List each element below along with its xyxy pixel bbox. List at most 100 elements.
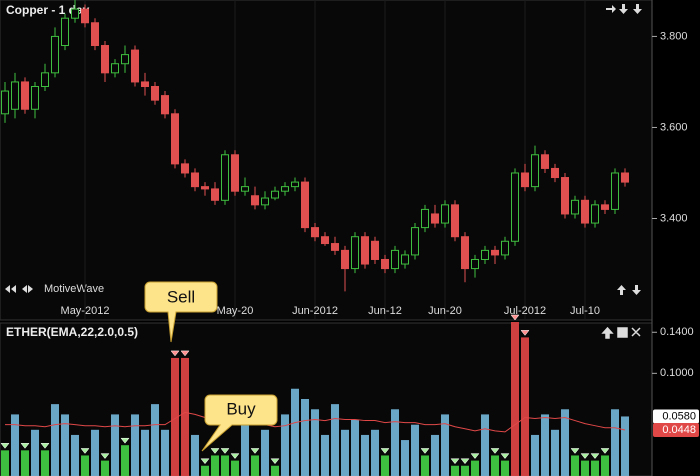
histogram-bar <box>311 409 319 476</box>
histogram-bar <box>281 414 289 476</box>
panel-control[interactable] <box>601 326 641 339</box>
histogram-bar <box>581 460 589 476</box>
histogram-bar <box>471 460 479 476</box>
candle-body <box>341 249 349 270</box>
panel-control[interactable] <box>617 285 641 295</box>
candle-body <box>111 63 119 74</box>
ema-line <box>5 411 626 433</box>
candle-body <box>51 35 59 74</box>
candle-body <box>471 258 479 270</box>
histogram-bar <box>501 460 509 476</box>
candle-body <box>551 167 559 179</box>
candle-body <box>21 81 29 110</box>
histogram-bar <box>621 416 629 476</box>
histogram-bar <box>381 455 389 476</box>
candle-body <box>81 8 89 24</box>
histogram-bar <box>441 414 449 476</box>
candle-body <box>391 249 399 270</box>
histogram-bar <box>431 434 439 476</box>
candle-body <box>211 188 219 201</box>
candle-body <box>281 186 289 192</box>
signal-marker <box>600 448 610 454</box>
signal-marker <box>500 453 510 460</box>
histogram-bar <box>21 450 29 476</box>
candle-body <box>271 190 279 199</box>
candle-body <box>101 45 109 74</box>
signal-marker <box>20 443 30 449</box>
x-tick-label: Jun-12 <box>368 305 402 317</box>
signal-marker <box>510 314 520 321</box>
watermark: MotiveWave <box>44 283 104 295</box>
candle-body <box>201 186 209 190</box>
histogram-bar <box>31 429 39 476</box>
histogram-bar <box>151 404 159 476</box>
signal-marker <box>470 453 480 460</box>
candle-body <box>121 54 129 65</box>
candle-body <box>401 254 409 265</box>
current-value-box <box>653 423 699 438</box>
callout-box <box>201 394 278 452</box>
signal-marker <box>200 458 210 465</box>
candle-body <box>261 197 269 206</box>
candle-body <box>351 236 359 270</box>
candle-body <box>251 195 259 206</box>
histogram-bar <box>211 455 219 476</box>
signal-marker <box>380 448 390 454</box>
candle-body <box>541 154 549 169</box>
x-tick-label: Jun-20 <box>428 305 462 317</box>
histogram-bar <box>561 409 569 476</box>
scroll-icon[interactable] <box>5 285 33 293</box>
histogram-bar <box>541 414 549 476</box>
histogram-bar <box>81 455 89 476</box>
candle-body <box>501 240 509 256</box>
histogram-bar <box>191 434 199 476</box>
histogram-bar <box>481 414 489 476</box>
candle-body <box>421 208 429 229</box>
candle-body <box>91 22 99 47</box>
candle-body <box>1 90 9 115</box>
candle-body <box>311 227 319 238</box>
candle-body <box>151 85 159 101</box>
signal-marker <box>270 458 280 465</box>
current-value-label: 0.0448 <box>662 424 696 436</box>
x-tick-label: Jun-2012 <box>292 305 338 317</box>
signal-marker <box>220 448 230 454</box>
histogram-bar <box>291 388 299 476</box>
histogram-bar <box>11 414 19 476</box>
panel-control[interactable] <box>606 4 642 14</box>
candle-body <box>191 172 199 188</box>
candle-body <box>571 199 579 215</box>
signal-marker <box>170 350 180 357</box>
signal-marker <box>590 453 600 460</box>
signal-marker <box>520 330 530 336</box>
histogram-bar <box>551 429 559 476</box>
candle-body <box>581 199 589 224</box>
candle-body <box>171 113 179 165</box>
histogram-bar <box>301 399 309 476</box>
histogram-bar <box>451 465 459 476</box>
histogram-bar <box>601 455 609 476</box>
y-tick-label: 3.400 <box>660 212 688 224</box>
histogram-bar <box>421 455 429 476</box>
histogram-bar <box>361 434 369 476</box>
histogram-bar <box>341 429 349 476</box>
current-value-label: 0.0580 <box>662 410 696 422</box>
candle-body <box>131 49 139 83</box>
histogram-bar <box>411 424 419 476</box>
annotation: Sell <box>167 287 195 306</box>
candle-body <box>561 177 569 215</box>
histogram-bar <box>521 337 529 476</box>
histogram-bar <box>241 414 249 476</box>
candle-body <box>331 243 339 251</box>
signal-marker <box>420 448 430 454</box>
candle-body <box>531 154 539 188</box>
signal-marker <box>40 443 50 449</box>
candle-body <box>71 8 79 19</box>
candle-body <box>61 17 69 47</box>
current-value-box <box>653 409 699 424</box>
histogram-bar <box>461 465 469 476</box>
candle-body <box>301 181 309 229</box>
histogram-bar <box>201 465 209 476</box>
candle-body <box>431 213 439 224</box>
